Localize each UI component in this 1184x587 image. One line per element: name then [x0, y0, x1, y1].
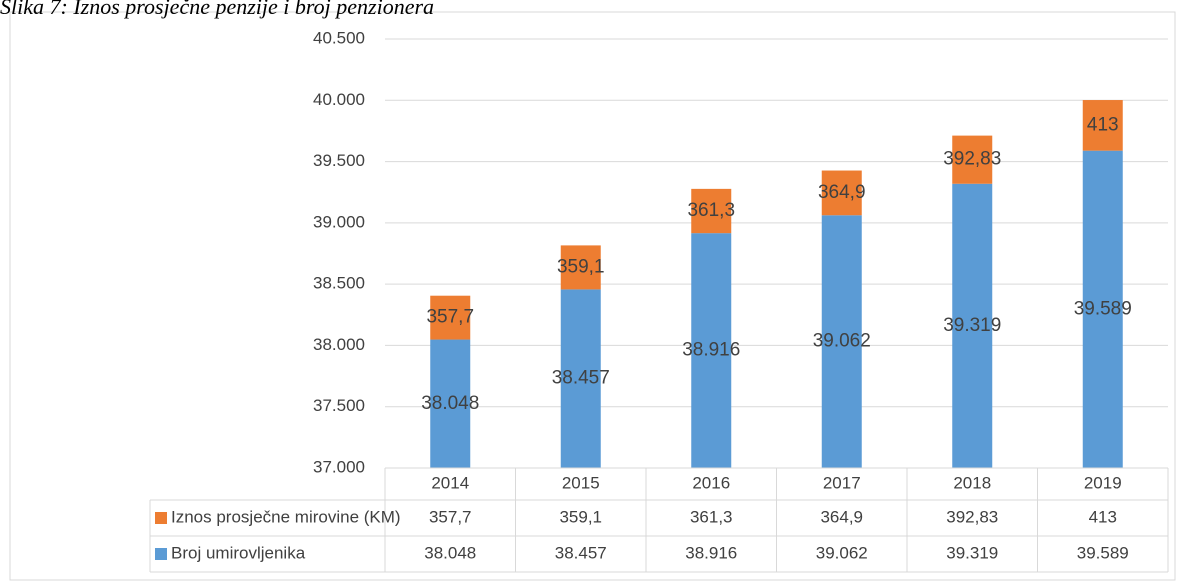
data-label: 392,83	[943, 149, 1001, 170]
data-label: 38.916	[682, 340, 740, 361]
x-tick-label: 2014	[431, 473, 469, 492]
data-label: 39.062	[813, 331, 871, 352]
legend-swatch	[155, 512, 167, 524]
bar-segment	[691, 188, 732, 234]
data-label: 38.048	[421, 393, 479, 414]
y-tick-label: 39.500	[313, 151, 365, 170]
legend-label: Broj umirovljenika	[171, 543, 306, 562]
table-cell: 39.319	[946, 543, 998, 562]
table-cell: 38.916	[685, 543, 737, 562]
y-tick-label: 40.000	[313, 90, 365, 109]
x-tick-label: 2019	[1084, 473, 1122, 492]
bar-segment	[1082, 100, 1123, 151]
chart-title: Slika 7: Iznos prosječne penzije i broj …	[0, 0, 434, 19]
data-label: 413	[1087, 114, 1119, 135]
x-tick-label: 2015	[562, 473, 600, 492]
y-tick-label: 38.500	[313, 274, 365, 293]
bar-segment	[560, 245, 601, 290]
bar-segment	[1082, 150, 1123, 468]
data-label: 359,1	[557, 256, 605, 277]
y-tick-label: 37.000	[313, 457, 365, 476]
x-tick-label: 2016	[692, 473, 730, 492]
table-cell: 357,7	[429, 507, 472, 526]
bar-segment	[430, 295, 471, 340]
data-label: 39.319	[943, 315, 1001, 336]
y-tick-label: 38.000	[313, 335, 365, 354]
legend-label: Iznos prosječne mirovine (KM)	[171, 507, 401, 526]
data-label: 361,3	[687, 200, 735, 221]
data-label: 364,9	[818, 182, 866, 203]
x-tick-label: 2018	[953, 473, 991, 492]
table-cell: 39.589	[1077, 543, 1129, 562]
data-label: 38.457	[552, 368, 610, 389]
data-label: 39.589	[1074, 298, 1132, 319]
bar-segment	[952, 135, 993, 184]
table-cell: 413	[1089, 507, 1117, 526]
x-tick-label: 2017	[823, 473, 861, 492]
bar-segment	[952, 183, 993, 469]
bar-segment	[821, 215, 862, 468]
y-tick-label: 40.500	[313, 28, 365, 47]
data-label: 357,7	[426, 307, 474, 328]
table-cell: 38.457	[555, 543, 607, 562]
table-cell: 361,3	[690, 507, 733, 526]
table-cell: 364,9	[820, 507, 863, 526]
table-cell: 392,83	[946, 507, 998, 526]
legend-swatch	[155, 548, 167, 560]
y-tick-label: 39.000	[313, 212, 365, 231]
bar-segment	[821, 170, 862, 216]
bar-segment	[560, 289, 601, 468]
table-cell: 359,1	[559, 507, 602, 526]
bar-segment	[691, 233, 732, 468]
y-tick-label: 37.500	[313, 396, 365, 415]
bar-segment	[430, 339, 471, 468]
table-cell: 38.048	[424, 543, 476, 562]
table-cell: 39.062	[816, 543, 868, 562]
